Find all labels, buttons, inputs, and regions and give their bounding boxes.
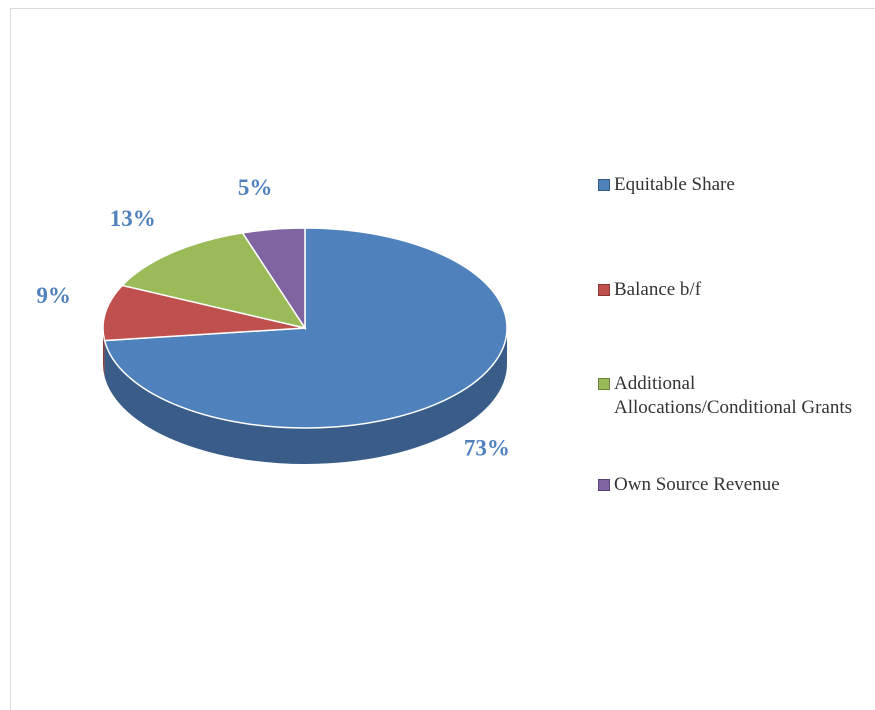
slice xyxy=(102,284,306,342)
legend-item: Equitable Share xyxy=(598,173,868,197)
slice-side xyxy=(104,328,508,465)
legend-item: Balance b/f xyxy=(598,278,868,302)
slice xyxy=(241,227,306,331)
data-label: 9% xyxy=(36,283,71,308)
data-label: 13% xyxy=(110,206,156,231)
data-label: 73% xyxy=(464,435,510,460)
legend-label: Own Source Revenue xyxy=(614,474,780,495)
legend-label: Equitable Share xyxy=(614,174,735,195)
legend-swatch xyxy=(598,378,610,390)
legend-swatch xyxy=(598,179,610,191)
legend-swatch xyxy=(598,284,610,296)
legend-item: Additional Allocations/Conditional Grant… xyxy=(598,372,868,420)
slice xyxy=(120,232,307,330)
legend-swatch xyxy=(598,479,610,491)
legend-label: Additional Allocations/Conditional Grant… xyxy=(614,373,853,418)
legend-item: Own Source Revenue xyxy=(598,473,868,497)
legend-label: Balance b/f xyxy=(614,279,702,300)
chart-frame xyxy=(10,8,875,710)
data-label: 5% xyxy=(238,175,273,200)
